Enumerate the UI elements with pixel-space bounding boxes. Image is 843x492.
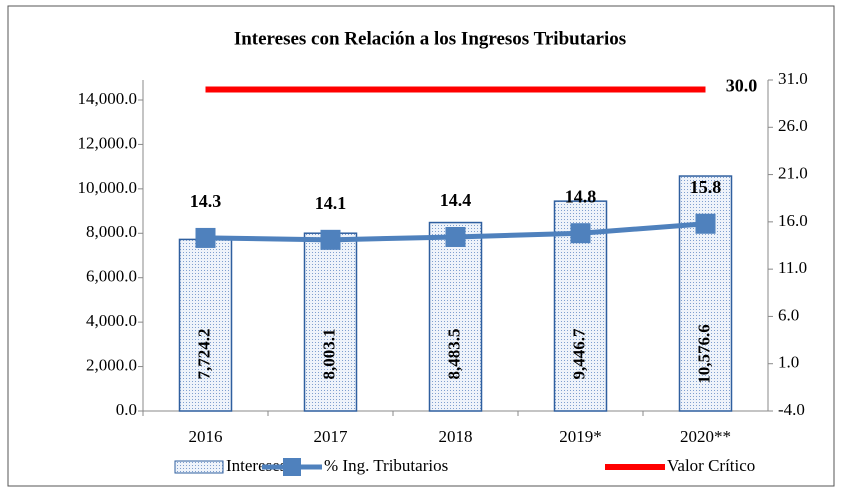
data-label: 14.4 (440, 190, 472, 210)
y2-tick-label: 6.0 (778, 305, 799, 324)
data-label: 15.8 (690, 177, 722, 197)
legend-swatch (283, 458, 301, 476)
y2-tick-label: 21.0 (778, 163, 808, 182)
chart-title: Intereses con Relación a los Ingresos Tr… (234, 28, 626, 49)
marker (445, 226, 466, 247)
y2-tick-label: 1.0 (778, 353, 799, 372)
y-tick-label: 0.0 (116, 400, 137, 419)
bar-label: 7,724.2 (194, 329, 213, 380)
legend-label: % Ing. Tributarios (324, 456, 448, 475)
y-tick-label: 10,000.0 (78, 178, 138, 197)
bar (178, 238, 233, 412)
x-tick-label: 2018 (439, 427, 473, 446)
legend-label: Valor Crítico (667, 456, 755, 475)
y-tick-label: 12,000.0 (78, 133, 138, 152)
y2-tick-label: -4.0 (778, 400, 805, 419)
x-tick-label: 2019* (559, 427, 602, 446)
y-tick-label: 4,000.0 (86, 311, 137, 330)
bar-label: 10,576.6 (694, 324, 713, 384)
marker (570, 223, 591, 244)
x-tick-label: 2017 (314, 427, 349, 446)
y-tick-label: 8,000.0 (86, 222, 137, 241)
y2-tick-label: 31.0 (778, 69, 808, 88)
data-label: 14.8 (565, 186, 597, 206)
marker (320, 229, 341, 250)
marker (695, 213, 716, 234)
y2-tick-label: 16.0 (778, 211, 808, 230)
legend-swatch (174, 460, 224, 474)
x-tick-label: 2020** (680, 427, 731, 446)
data-label: 14.1 (315, 193, 347, 213)
legend-label: Intereses (226, 456, 286, 475)
marker (195, 227, 216, 248)
data-label: 14.3 (190, 191, 222, 211)
data-label: 30.0 (726, 76, 758, 96)
y2-tick-label: 26.0 (778, 116, 808, 135)
bar-label: 8,003.1 (319, 329, 338, 380)
y2-tick-label: 11.0 (778, 258, 807, 277)
bar-label: 9,446.7 (569, 328, 588, 380)
bar-label: 8,483.5 (444, 329, 463, 380)
bar (303, 232, 358, 412)
y-tick-label: 6,000.0 (86, 267, 137, 286)
y-tick-label: 14,000.0 (78, 89, 138, 108)
bar (428, 221, 483, 412)
y-tick-label: 2,000.0 (86, 355, 137, 374)
x-tick-label: 2016 (189, 427, 223, 446)
